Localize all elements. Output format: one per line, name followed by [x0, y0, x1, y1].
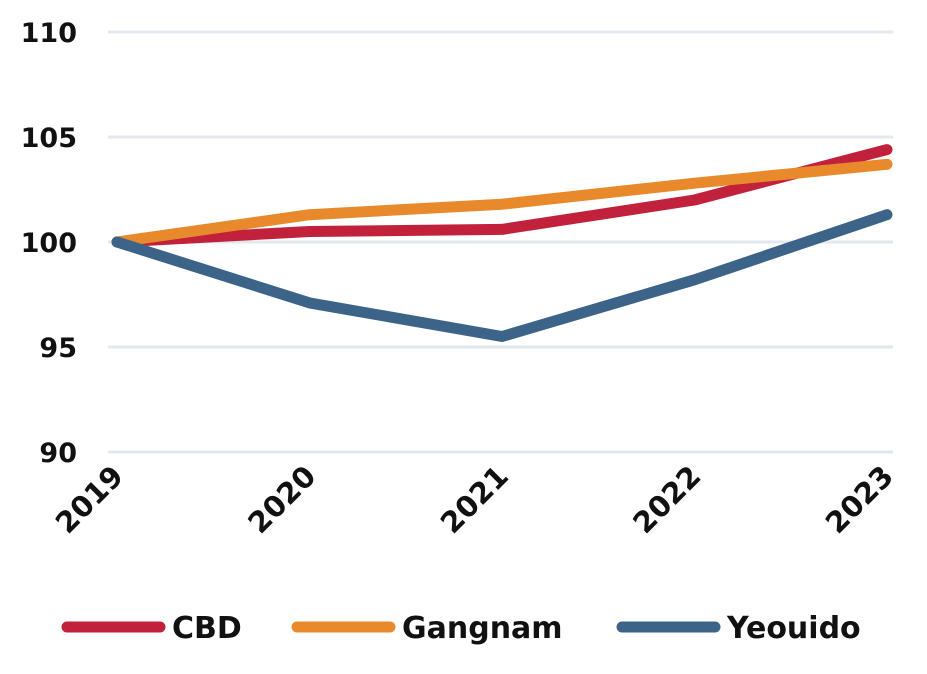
series-line-cbd — [111, 144, 893, 248]
legend-label-cbd: CBD — [172, 611, 242, 646]
y-tick-label: 110 — [21, 18, 77, 49]
y-tick-label: 105 — [21, 123, 77, 154]
legend: CBD Gangnam Yeouido — [61, 611, 861, 646]
y-tick-label: 95 — [39, 333, 77, 364]
x-axis-ticks: 2019 2020 2021 2022 2023 — [49, 459, 900, 540]
y-axis-ticks: 110 105 100 95 90 — [21, 18, 77, 469]
x-tick-label: 2021 — [434, 459, 515, 540]
legend-label-gangnam: Gangnam — [402, 611, 563, 646]
series-line-gangnam — [111, 158, 893, 248]
x-tick-label: 2022 — [626, 459, 707, 540]
legend-label-yeouido: Yeouido — [726, 611, 861, 646]
y-tick-label: 100 — [21, 228, 77, 259]
x-tick-label: 2019 — [49, 459, 130, 540]
y-tick-label: 90 — [39, 438, 77, 469]
x-tick-label: 2020 — [241, 459, 322, 540]
x-tick-label: 2023 — [819, 459, 900, 540]
series-line-yeouido — [111, 209, 893, 342]
series-lines — [111, 144, 893, 342]
gridlines — [108, 30, 893, 454]
